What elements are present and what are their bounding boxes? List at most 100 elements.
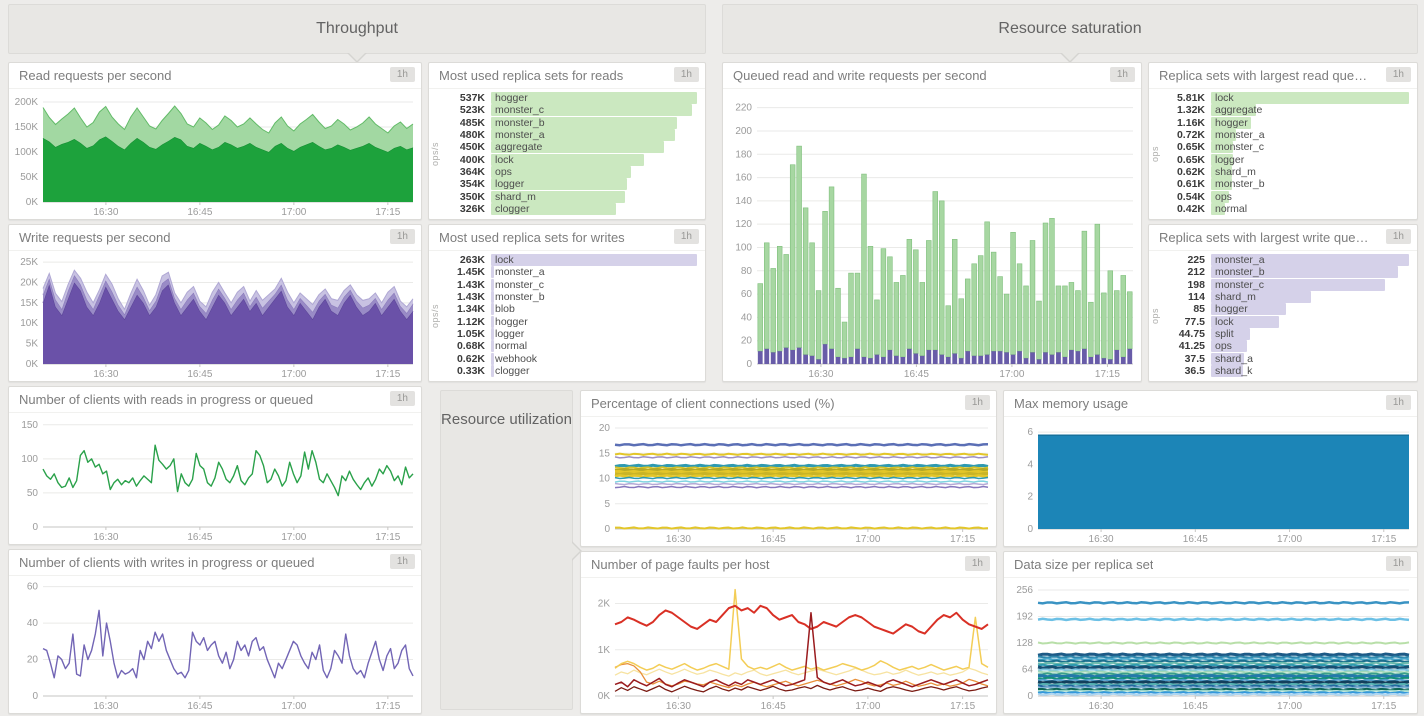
toplist-row[interactable]: 85 hogger <box>1163 303 1409 316</box>
timeframe-badge[interactable]: 1h <box>673 229 699 244</box>
toplist-value: 1.16K <box>1176 116 1205 129</box>
timeframe-badge[interactable]: 1h <box>1385 395 1411 410</box>
toplist-row[interactable]: 263K lock <box>443 254 697 267</box>
toplist-bar <box>491 327 495 340</box>
bar-write <box>1120 357 1126 364</box>
toplist-row[interactable]: 523K monster_c <box>443 104 697 117</box>
max-memory-chart[interactable]: 0 2 4 6 16:30 16:45 17:00 17:15 <box>1004 417 1417 546</box>
timeframe-badge[interactable]: 1h <box>389 67 415 82</box>
toplist-row[interactable]: 1.12K hogger <box>443 315 697 328</box>
timeframe-badge[interactable]: 1h <box>964 556 990 571</box>
toplist-row[interactable]: 36.5 shard_k <box>1163 364 1409 377</box>
toplist-row[interactable]: 198 monster_c <box>1163 278 1409 291</box>
toplist-label: monster_a <box>1215 129 1265 142</box>
queued-requests-chart[interactable]: 0 20 40 60 80 100 120 140 160 180 200 220 16:30 16:45… <box>723 89 1141 381</box>
svg-text:17:00: 17:00 <box>855 534 880 545</box>
toplist-row[interactable]: 0.33K clogger <box>443 364 697 377</box>
bar-read <box>1120 275 1126 358</box>
toplist-row[interactable]: 1.43K monster_b <box>443 291 697 304</box>
timeframe-badge[interactable]: 1h <box>1385 67 1411 82</box>
toplist-row[interactable]: 0.61K monster_b <box>1163 178 1409 191</box>
timeframe-badge[interactable]: 1h <box>964 395 990 410</box>
toplist-value: 0.65K <box>1176 141 1205 154</box>
svg-text:2: 2 <box>1027 492 1033 503</box>
line-series <box>614 667 989 677</box>
svg-text:256: 256 <box>1016 585 1033 596</box>
bar-read <box>932 191 938 351</box>
toplist-row[interactable]: 0.65K monster_c <box>1163 141 1409 154</box>
toplist-row[interactable]: 350K shard_m <box>443 190 697 203</box>
write-requests-chart[interactable]: 0K 5K 10K 15K 20K 25K 16:30 16:45 17:00 17:15 <box>9 251 421 381</box>
toplist-row[interactable]: 0.42K normal <box>1163 202 1409 215</box>
timeframe-badge[interactable]: 1h <box>389 229 415 244</box>
toplist-row[interactable]: 537K hogger <box>443 92 697 105</box>
bar-read <box>854 272 861 350</box>
toplist-bar <box>1211 315 1280 328</box>
toplist-bar <box>1211 254 1409 267</box>
toplist-row[interactable]: 1.43K monster_c <box>443 278 697 291</box>
timeframe-badge[interactable]: 1h <box>1109 67 1135 82</box>
timeframe-badge[interactable]: 1h <box>673 67 699 82</box>
toplist: 537K hogger 523K monster_c 485K monster_b 480K… <box>429 89 705 219</box>
timeframe-badge[interactable]: 1h <box>389 391 415 406</box>
toplist-label: lock <box>1215 315 1234 328</box>
toplist-row[interactable]: 0.72K monster_a <box>1163 129 1409 142</box>
toplist-label: ops <box>1215 190 1232 203</box>
bar-read <box>1029 240 1036 353</box>
page-faults-chart[interactable]: 0K 1K 2K 16:30 16:45 17:00 17:15 <box>581 578 996 713</box>
timeframe-badge[interactable]: 1h <box>389 554 415 569</box>
toplist-row[interactable]: 485K monster_b <box>443 116 697 129</box>
data-size-chart[interactable]: 0 64 128 192 256 16:30 16:45 17:00 17:15 <box>1004 578 1417 713</box>
bar-write <box>803 354 809 364</box>
line-series <box>42 609 414 679</box>
svg-text:16:30: 16:30 <box>666 534 691 545</box>
bar-write <box>945 357 951 364</box>
toplist-row[interactable]: 1.32K aggregate <box>1163 104 1409 117</box>
toplist-row[interactable]: 41.25 ops <box>1163 340 1409 353</box>
toplist-row[interactable]: 480K monster_a <box>443 129 697 142</box>
toplist-row[interactable]: 212 monster_b <box>1163 266 1409 279</box>
toplist-row[interactable]: 37.5 shard_a <box>1163 352 1409 365</box>
toplist-row[interactable]: 114 shard_m <box>1163 291 1409 304</box>
bar-write <box>764 348 770 364</box>
toplist-row[interactable]: 1.16K hogger <box>1163 116 1409 129</box>
toplist-row[interactable]: 0.68K normal <box>443 340 697 353</box>
read-requests-chart[interactable]: 0K 50K 100K 150K 200K 16:30 16:45 17:00 17:15 <box>9 89 421 219</box>
toplist-value: 212 <box>1187 266 1205 279</box>
clients-writes-chart[interactable]: 0 20 40 60 16:30 16:45 17:00 17:15 <box>9 576 421 713</box>
toplist-label: hogger <box>1215 116 1248 129</box>
toplist-row[interactable]: 0.54K ops <box>1163 190 1409 203</box>
toplist-row[interactable]: 1.34K blob <box>443 303 697 316</box>
toplist-row[interactable]: 5.81K lock <box>1163 92 1409 105</box>
toplist-row[interactable]: 225 monster_a <box>1163 254 1409 267</box>
svg-text:100: 100 <box>735 242 752 253</box>
connections-used-chart[interactable]: 0 5 10 15 20 16:30 16:45 17:00 17:15 <box>581 417 996 546</box>
bar-read <box>789 164 796 351</box>
svg-text:17:00: 17:00 <box>281 532 306 543</box>
toplist-row[interactable]: 326K clogger <box>443 202 697 215</box>
toplist-row[interactable]: 0.62K shard_m <box>1163 165 1409 178</box>
toplist-row[interactable]: 0.65K logger <box>1163 153 1409 166</box>
toplist-label: shard_a <box>1215 352 1253 365</box>
toplist-row[interactable]: 400K lock <box>443 153 697 166</box>
toplist-row[interactable]: 354K logger <box>443 178 697 191</box>
bar-write <box>952 353 958 364</box>
toplist-row[interactable]: 1.45K monster_a <box>443 266 697 279</box>
toplist-label: lock <box>495 254 514 267</box>
bar-write <box>796 347 802 364</box>
toplist-row[interactable]: 44.75 split <box>1163 327 1409 340</box>
toplist-value: 0.65K <box>1176 153 1205 166</box>
toplist-row[interactable]: 450K aggregate <box>443 141 697 154</box>
timeframe-badge[interactable]: 1h <box>1385 229 1411 244</box>
toplist-row[interactable]: 0.62K webhook <box>443 352 697 365</box>
toplist-value: 41.25 <box>1178 340 1205 353</box>
svg-text:16:30: 16:30 <box>93 701 118 712</box>
toplist-row[interactable]: 1.05K logger <box>443 327 697 340</box>
toplist-bar <box>1211 178 1232 191</box>
bar-read <box>815 290 822 360</box>
bar-write <box>1010 354 1016 364</box>
toplist-row[interactable]: 364K ops <box>443 165 697 178</box>
toplist-row[interactable]: 77.5 lock <box>1163 315 1409 328</box>
timeframe-badge[interactable]: 1h <box>1385 556 1411 571</box>
clients-reads-chart[interactable]: 0 50 100 150 16:30 16:45 17:00 17:15 <box>9 413 421 544</box>
